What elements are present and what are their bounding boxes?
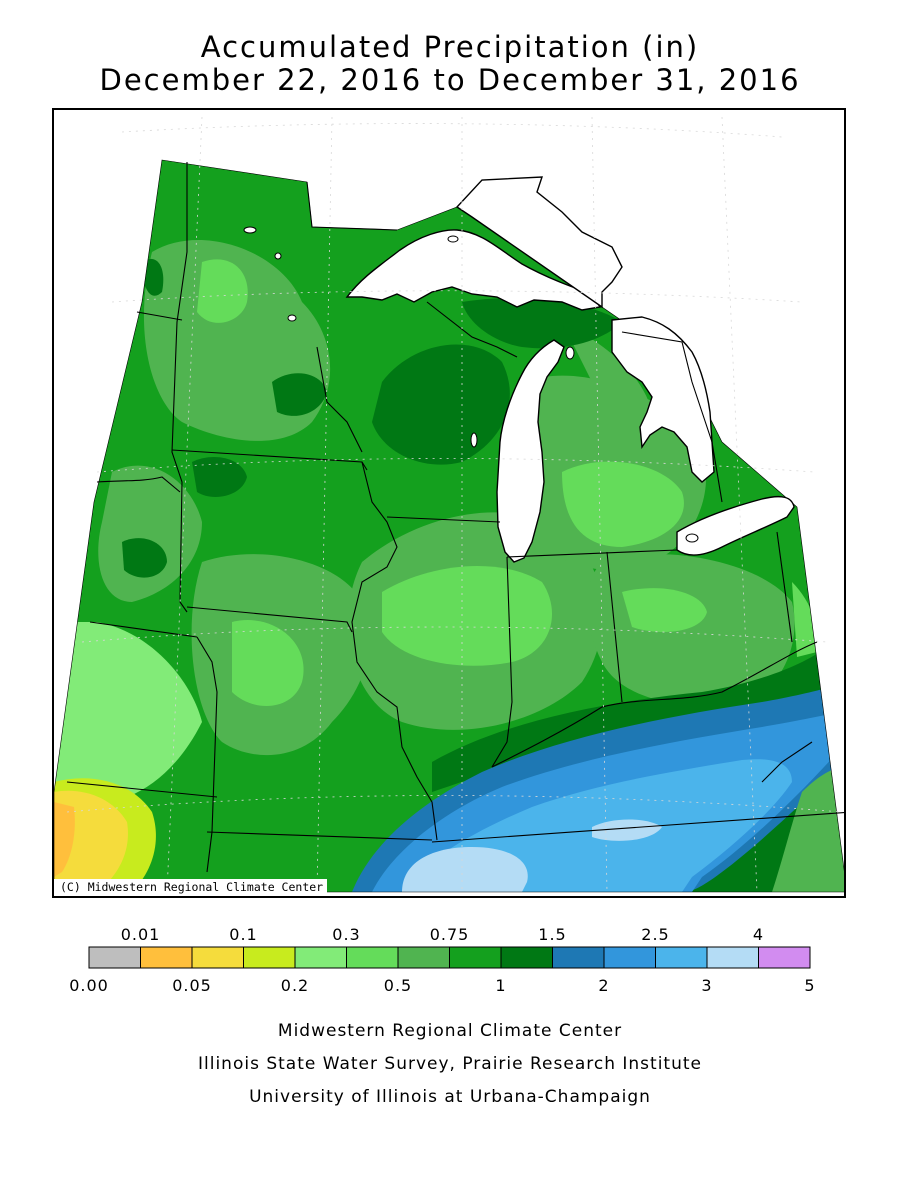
legend-upper-label: 2.5	[641, 925, 669, 944]
legend-lower-label: 0.5	[384, 976, 412, 995]
credit-isws: Illinois State Water Survey, Prairie Res…	[198, 1054, 702, 1074]
credit-uiuc: University of Illinois at Urbana-Champai…	[249, 1087, 651, 1107]
lake-michigan	[496, 339, 565, 563]
lake-huron	[611, 316, 715, 483]
legend-bin	[88, 946, 141, 969]
legend-upper-label: 0.75	[430, 925, 470, 944]
legend-bin	[191, 946, 244, 969]
legend-upper-label: 0.1	[229, 925, 257, 944]
legend-upper-label: 1.5	[538, 925, 566, 944]
legend-upper-label: 0.3	[332, 925, 360, 944]
great-lakes	[345, 176, 795, 563]
color-legend: 0.01 0.1 0.3 0.75 1.5 2.5 4 0.00 0.05 0.2 0.5 1 2 3 5	[69, 925, 815, 995]
lake-erie	[676, 495, 795, 556]
map-canvas	[54, 116, 844, 893]
legend-bin	[758, 946, 811, 969]
legend-lower-label: 2	[598, 976, 609, 995]
legend-lower-label: 0.05	[172, 976, 212, 995]
legend-lower-label: 1	[495, 976, 506, 995]
legend-bin	[397, 946, 450, 969]
legend-bin	[346, 946, 399, 969]
legend-upper-labels: 0.01 0.1 0.3 0.75 1.5 2.5 4	[121, 925, 764, 944]
map-date-range: December 22, 2016 to December 31, 2016	[99, 63, 801, 97]
legend-upper-label: 0.01	[121, 925, 161, 944]
legend-bin	[603, 946, 656, 969]
legend-color-bins	[88, 946, 811, 969]
legend-bin	[552, 946, 605, 969]
legend-bin	[655, 946, 708, 969]
legend-bin	[500, 946, 553, 969]
legend-bin	[449, 946, 502, 969]
legend-bin	[243, 946, 296, 969]
canada-white	[455, 176, 623, 309]
state-boundaries	[66, 162, 844, 873]
legend-bin	[140, 946, 193, 969]
legend-upper-label: 4	[753, 925, 764, 944]
copyright-label: (C) Midwestern Regional Climate Center	[54, 879, 328, 895]
small-lakes	[243, 226, 699, 543]
legend-lower-label: 3	[701, 976, 712, 995]
precipitation-map	[52, 108, 846, 898]
legend-lower-labels: 0.00 0.05 0.2 0.5 1 2 3 5	[69, 976, 815, 995]
credit-mrcc: Midwestern Regional Climate Center	[277, 1021, 623, 1041]
legend-lower-label: 5	[804, 976, 815, 995]
map-title: Accumulated Precipitation (in)	[200, 30, 700, 64]
lake-superior	[345, 229, 602, 311]
latlon-grid	[66, 116, 843, 893]
legend-bin	[706, 946, 759, 969]
legend-lower-label: 0.00	[69, 976, 109, 995]
legend-bin	[294, 946, 347, 969]
legend-lower-label: 0.2	[281, 976, 309, 995]
